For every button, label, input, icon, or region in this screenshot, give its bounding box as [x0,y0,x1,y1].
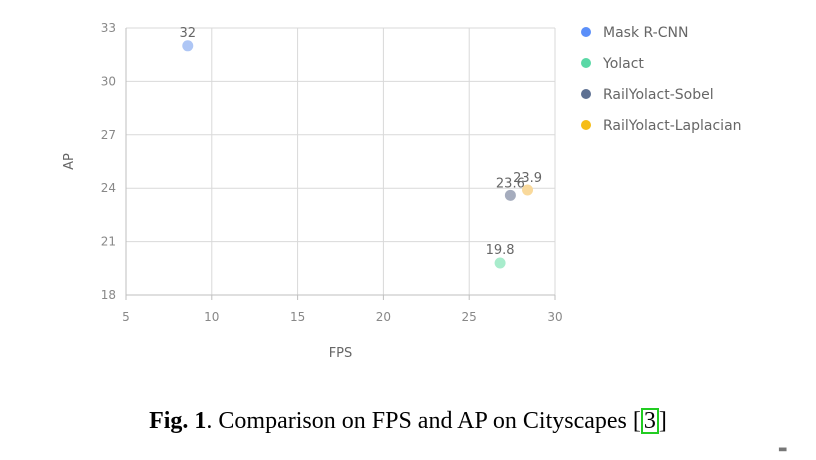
x-tick-label: 10 [204,310,219,324]
x-tick-label: 30 [547,310,562,324]
y-tick-label: 30 [101,74,116,88]
data-point [182,40,194,52]
legend-label: RailYolact-Laplacian [603,118,742,134]
legend-marker [581,120,591,130]
grid [126,27,556,295]
legend-label: Yolact [602,56,644,72]
y-tick-label: 21 [101,235,116,249]
legend-label: RailYolact-Sobel [603,87,714,103]
data-label: 32 [180,26,197,41]
legend-marker [581,27,591,37]
y-tick-label: 33 [101,21,116,35]
legend-marker [581,89,591,99]
data-point [522,184,534,196]
data-label: 23.9 [513,171,542,186]
x-tick-label: 5 [122,310,130,324]
caption-end: ] [658,408,667,434]
axes [125,28,556,300]
citation-link[interactable]: 3 [640,408,659,434]
data-point [504,189,516,201]
data-points [182,40,534,269]
legend-marker [581,58,591,68]
y-axis-title: AP [62,153,77,170]
data-labels: 32 19.8 23.623.9 [180,26,543,258]
x-tick-label: 15 [290,310,305,324]
y-tick-label: 18 [101,288,116,302]
data-label: 19.8 [486,243,515,258]
legend-label: Mask R-CNN [603,25,688,41]
figure-caption: Fig. 1. Comparison on FPS and AP on City… [0,408,816,435]
caption-text: . Comparison on FPS and AP on Cityscapes… [206,408,641,434]
figure-number: Fig. 1 [149,408,207,434]
x-tick-label: 20 [376,310,391,324]
tick-labels: 18 21 24 27 30 33 5 10 15 20 25 30 [101,21,563,324]
data-label: 23.6 [496,176,525,191]
data-point [494,257,506,269]
scatter-chart: 18 21 24 27 30 33 5 10 15 20 25 30 FPS AP 32 19.8 23.… [62,21,742,361]
y-tick-label: 27 [101,128,116,142]
y-tick-label: 24 [101,181,116,195]
x-axis-title: FPS [329,346,353,361]
legend: Mask R-CNN Yolact RailYolact-Sobel RailYola… [581,25,742,134]
corner-mark: ▬ [778,444,788,455]
x-tick-label: 25 [462,310,477,324]
